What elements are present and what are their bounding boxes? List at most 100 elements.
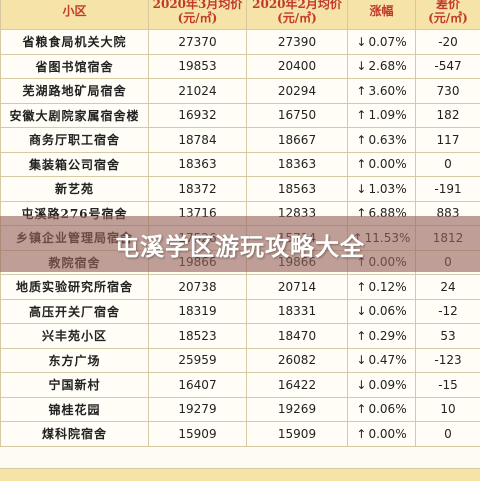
community-name-cell: 芜湖路地矿局宿舍: [1, 79, 149, 104]
header-community: 小区: [1, 0, 149, 30]
change-value: 0.09%: [368, 378, 406, 392]
diff-cell: 24: [416, 275, 480, 300]
banner-title: 屯溪学区游玩攻略大全: [115, 227, 365, 262]
diff-cell: -15: [416, 373, 480, 398]
arrow-up-icon: ↑: [356, 427, 366, 441]
feb-price-cell: 27390: [247, 30, 348, 55]
table-footer-strip: [0, 468, 480, 481]
diff-cell: -547: [416, 54, 480, 79]
change-value: 1.03%: [368, 182, 406, 196]
change-cell: ↓0.07%: [348, 30, 416, 55]
diff-cell: -20: [416, 30, 480, 55]
header-mar-price: 2020年3月均价 (元/㎡): [149, 0, 247, 30]
feb-price-cell: 20714: [247, 275, 348, 300]
header-mar-price-line1: 2020年3月均价: [153, 0, 243, 11]
change-value: 0.07%: [368, 35, 406, 49]
community-name-cell: 安徽大剧院家属宿舍楼: [1, 103, 149, 128]
mar-price-cell: 18372: [149, 177, 247, 202]
change-cell: ↑0.00%: [348, 152, 416, 177]
arrow-up-icon: ↑: [356, 329, 366, 343]
mar-price-cell: 19853: [149, 54, 247, 79]
change-value: 0.29%: [368, 329, 406, 343]
feb-price-cell: 20400: [247, 54, 348, 79]
arrow-up-icon: ↑: [356, 402, 366, 416]
community-name-cell: 省粮食局机关大院: [1, 30, 149, 55]
header-diff-line2: (元/㎡): [428, 11, 468, 25]
mar-price-cell: 18363: [149, 152, 247, 177]
arrow-up-icon: ↑: [356, 157, 366, 171]
feb-price-cell: 18363: [247, 152, 348, 177]
diff-cell: 0: [416, 422, 480, 447]
mar-price-cell: 16932: [149, 103, 247, 128]
header-feb-price-line2: (元/㎡): [277, 11, 317, 25]
mar-price-cell: 18523: [149, 324, 247, 349]
arrow-up-icon: ↑: [356, 280, 366, 294]
mar-price-cell: 18319: [149, 299, 247, 324]
arrow-up-icon: ↑: [356, 108, 366, 122]
diff-cell: -191: [416, 177, 480, 202]
community-name-cell: 省图书馆宿舍: [1, 54, 149, 79]
change-cell: ↑1.09%: [348, 103, 416, 128]
diff-cell: -12: [416, 299, 480, 324]
community-name-cell: 宁国新村: [1, 373, 149, 398]
header-diff: 差价 (元/㎡): [416, 0, 480, 30]
arrow-down-icon: ↓: [356, 182, 366, 196]
mar-price-cell: 19279: [149, 397, 247, 422]
change-cell: ↓0.06%: [348, 299, 416, 324]
table-header-row: 小区 2020年3月均价 (元/㎡) 2020年2月均价 (元/㎡) 涨幅 差价…: [1, 0, 480, 30]
change-value: 0.47%: [368, 353, 406, 367]
mar-price-cell: 20738: [149, 275, 247, 300]
change-value: 1.09%: [368, 108, 406, 122]
community-name-cell: 煤科院宿舍: [1, 422, 149, 447]
change-value: 0.06%: [368, 402, 406, 416]
header-feb-price-line1: 2020年2月均价: [252, 0, 342, 11]
mar-price-cell: 25959: [149, 348, 247, 373]
mar-price-cell: 27370: [149, 30, 247, 55]
diff-cell: 10: [416, 397, 480, 422]
feb-price-cell: 18563: [247, 177, 348, 202]
header-feb-price: 2020年2月均价 (元/㎡): [247, 0, 348, 30]
community-name-cell: 新艺苑: [1, 177, 149, 202]
change-cell: ↓0.47%: [348, 348, 416, 373]
feb-price-cell: 18667: [247, 128, 348, 153]
change-cell: ↑3.60%: [348, 79, 416, 104]
change-cell: ↑0.12%: [348, 275, 416, 300]
change-cell: ↓1.03%: [348, 177, 416, 202]
diff-cell: 117: [416, 128, 480, 153]
mar-price-cell: 21024: [149, 79, 247, 104]
community-name-cell: 兴丰苑小区: [1, 324, 149, 349]
feb-price-cell: 15909: [247, 422, 348, 447]
arrow-down-icon: ↓: [356, 378, 366, 392]
arrow-down-icon: ↓: [356, 35, 366, 49]
arrow-down-icon: ↓: [356, 304, 366, 318]
change-value: 0.12%: [368, 280, 406, 294]
arrow-up-icon: ↑: [356, 133, 366, 147]
header-mar-price-line2: (元/㎡): [178, 11, 218, 25]
header-change: 涨幅: [348, 0, 416, 30]
feb-price-cell: 18331: [247, 299, 348, 324]
arrow-down-icon: ↓: [356, 353, 366, 367]
arrow-up-icon: ↑: [356, 84, 366, 98]
mar-price-cell: 18784: [149, 128, 247, 153]
change-cell: ↓0.09%: [348, 373, 416, 398]
change-value: 3.60%: [368, 84, 406, 98]
feb-price-cell: 16750: [247, 103, 348, 128]
title-banner: 屯溪学区游玩攻略大全: [0, 216, 480, 272]
community-name-cell: 高压开关厂宿舍: [1, 299, 149, 324]
feb-price-cell: 20294: [247, 79, 348, 104]
community-name-cell: 集装箱公司宿舍: [1, 152, 149, 177]
